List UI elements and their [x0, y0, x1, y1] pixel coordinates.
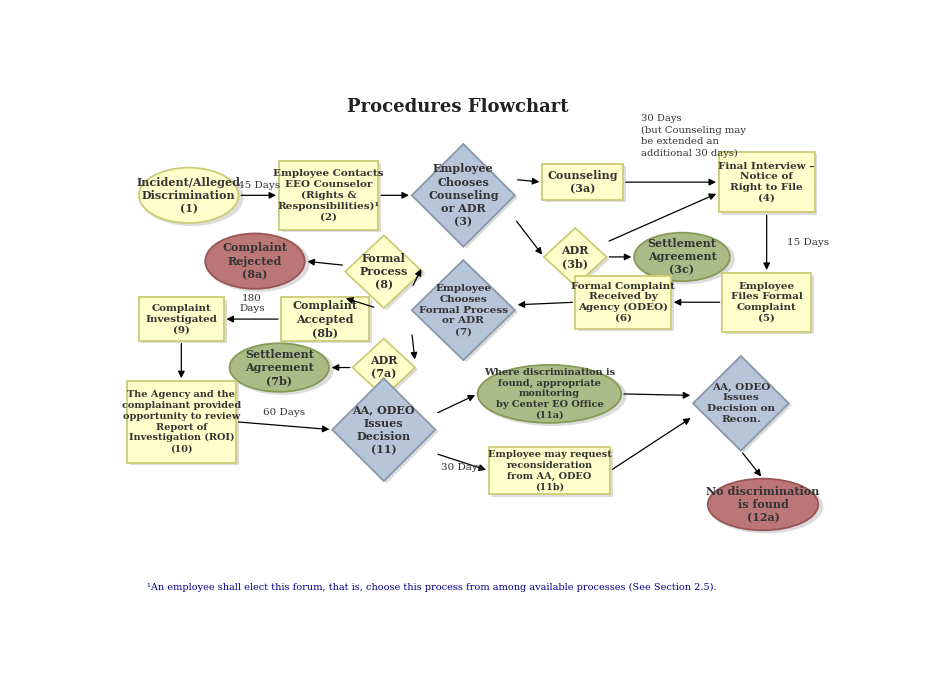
Text: Settlement
Agreement
(3c): Settlement Agreement (3c): [648, 238, 716, 276]
FancyBboxPatch shape: [139, 298, 223, 341]
FancyBboxPatch shape: [488, 447, 610, 495]
FancyBboxPatch shape: [722, 154, 817, 215]
FancyBboxPatch shape: [130, 383, 238, 464]
Text: Counseling
(3a): Counseling (3a): [547, 170, 618, 194]
Text: ¹An employee shall elect this forum, that is, choose this process from among ava: ¹An employee shall elect this forum, tha…: [146, 583, 716, 592]
Text: ADR
(3b): ADR (3b): [561, 245, 589, 269]
FancyBboxPatch shape: [282, 163, 381, 232]
FancyBboxPatch shape: [576, 276, 671, 328]
Text: AA, ODEO
Issues
Decision on
Recon.: AA, ODEO Issues Decision on Recon.: [707, 383, 775, 424]
Text: Where discrimination is
found, appropriate
monitoring
by Center EO Office
(11a): Where discrimination is found, appropria…: [484, 368, 615, 420]
Ellipse shape: [230, 343, 329, 392]
Ellipse shape: [635, 233, 730, 281]
Text: Employee Contacts
EEO Counselor
(Rights &
Responsibilities)¹
(2): Employee Contacts EEO Counselor (Rights …: [274, 169, 384, 222]
Polygon shape: [415, 146, 518, 249]
FancyBboxPatch shape: [726, 275, 814, 334]
FancyBboxPatch shape: [284, 300, 372, 343]
Polygon shape: [547, 230, 610, 288]
Ellipse shape: [140, 169, 243, 226]
Polygon shape: [345, 235, 423, 308]
Text: Final Interview –
Notice of
Right to File
(4): Final Interview – Notice of Right to Fil…: [718, 161, 815, 202]
Text: 30 Days: 30 Days: [441, 463, 484, 472]
Text: 45 Days: 45 Days: [238, 181, 279, 190]
FancyBboxPatch shape: [579, 278, 674, 330]
Text: Complaint
Investigated
(9): Complaint Investigated (9): [145, 304, 218, 334]
Text: ADR
(7a): ADR (7a): [370, 356, 397, 380]
FancyBboxPatch shape: [281, 298, 369, 341]
Text: Employee may request
reconsideration
from AA, ODEO
(11b): Employee may request reconsideration fro…: [487, 450, 612, 491]
Ellipse shape: [709, 479, 824, 534]
Polygon shape: [696, 358, 791, 453]
FancyBboxPatch shape: [542, 164, 623, 200]
Polygon shape: [355, 341, 418, 399]
Polygon shape: [544, 228, 606, 286]
Text: 180
Days: 180 Days: [239, 293, 265, 313]
Text: The Agency and the
complainant provided
opportunity to review
Report of
Investig: The Agency and the complainant provided …: [122, 391, 241, 453]
Polygon shape: [348, 237, 426, 310]
Text: 60 Days: 60 Days: [263, 408, 305, 417]
Text: No discrimination
is found
(12a): No discrimination is found (12a): [706, 486, 820, 523]
Polygon shape: [693, 356, 788, 451]
FancyBboxPatch shape: [279, 161, 378, 230]
Text: 15 Days: 15 Days: [788, 238, 829, 247]
Polygon shape: [352, 339, 415, 397]
FancyBboxPatch shape: [719, 152, 814, 213]
FancyBboxPatch shape: [545, 166, 626, 202]
Text: Incident/Alleged
Discrimination
(1): Incident/Alleged Discrimination (1): [137, 176, 240, 214]
Ellipse shape: [478, 365, 621, 423]
Ellipse shape: [708, 479, 818, 530]
Polygon shape: [335, 380, 438, 483]
Text: Employee
Files Formal
Complaint
(5): Employee Files Formal Complaint (5): [731, 282, 803, 323]
Text: Complaint
Accepted
(8b): Complaint Accepted (8b): [293, 300, 357, 338]
Text: Settlement
Agreement
(7b): Settlement Agreement (7b): [245, 349, 314, 386]
Text: AA, ODEO
Issues
Decision
(11): AA, ODEO Issues Decision (11): [352, 404, 415, 455]
FancyBboxPatch shape: [492, 449, 613, 497]
Text: Formal Complaint
Received by
Agency (ODEO)
(6): Formal Complaint Received by Agency (ODE…: [571, 282, 675, 323]
Ellipse shape: [205, 233, 305, 289]
Text: Employee
Chooses
Counseling
or ADR
(3): Employee Chooses Counseling or ADR (3): [428, 163, 499, 227]
Text: Employee
Chooses
Formal Process
or ADR
(7): Employee Chooses Formal Process or ADR (…: [419, 284, 508, 336]
Text: Procedures Flowchart: Procedures Flowchart: [347, 98, 568, 116]
Ellipse shape: [230, 344, 334, 395]
Text: Formal
Process
(8): Formal Process (8): [360, 253, 408, 291]
Text: 30 Days
(but Counseling may
be extended an
additional 30 days): 30 Days (but Counseling may be extended …: [641, 114, 747, 159]
Ellipse shape: [479, 366, 626, 426]
FancyBboxPatch shape: [127, 381, 236, 462]
Polygon shape: [332, 378, 435, 481]
FancyBboxPatch shape: [722, 273, 811, 332]
Polygon shape: [411, 260, 515, 360]
FancyBboxPatch shape: [142, 300, 227, 343]
Polygon shape: [411, 144, 515, 247]
Ellipse shape: [635, 234, 735, 285]
Ellipse shape: [139, 168, 238, 223]
Ellipse shape: [206, 235, 310, 292]
Polygon shape: [415, 262, 518, 363]
Text: Complaint
Rejected
(8a): Complaint Rejected (8a): [222, 242, 288, 280]
